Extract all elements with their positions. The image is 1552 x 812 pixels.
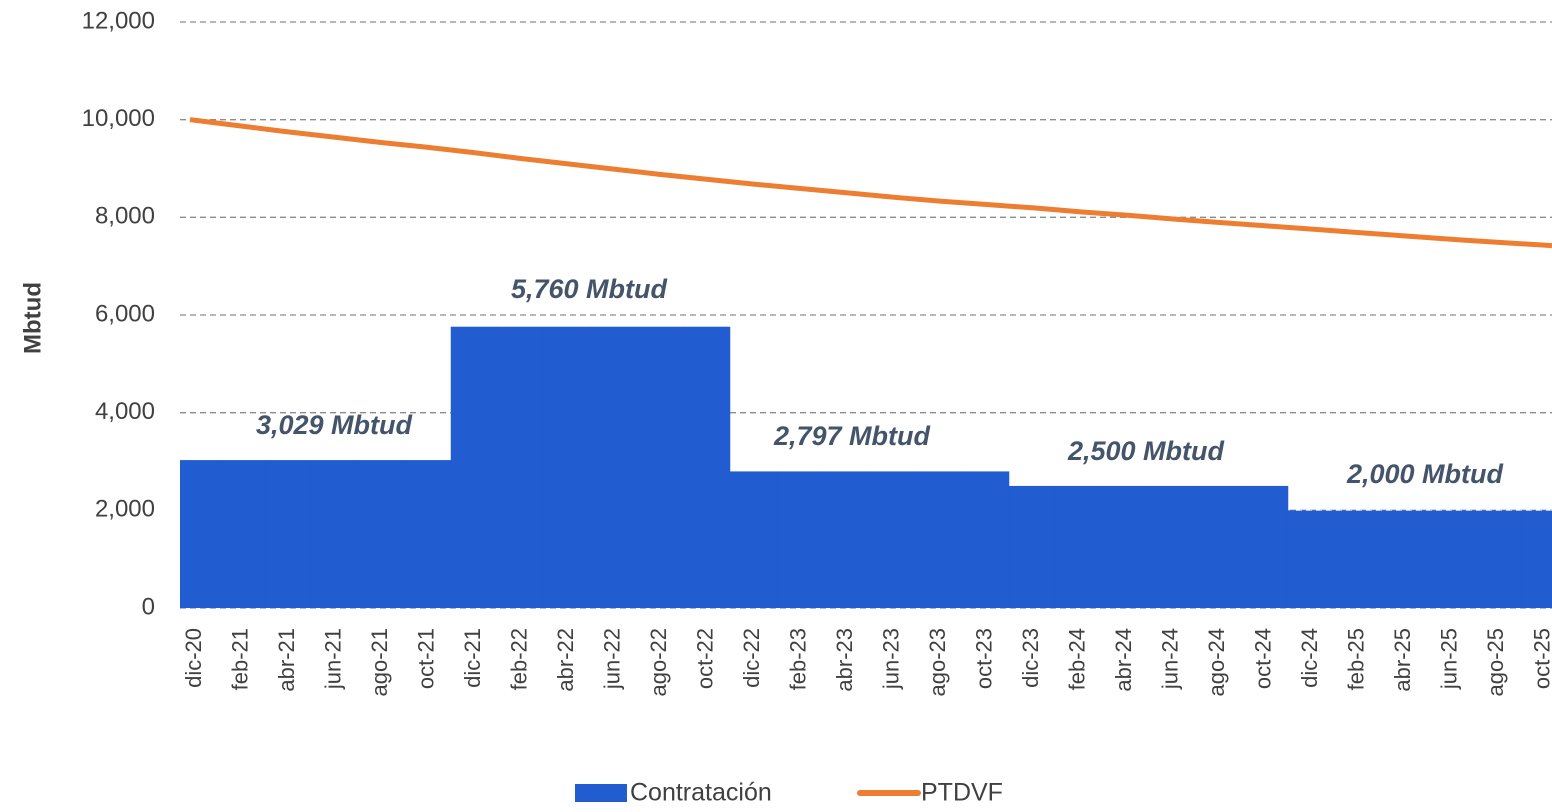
data-label: 2,500 Mbtud: [1067, 436, 1225, 466]
y-tick-label: 12,000: [82, 7, 155, 34]
bar: [1520, 510, 1552, 608]
bar: [776, 471, 824, 608]
x-tick-label: dic-24: [1297, 628, 1322, 688]
y-tick-label: 8,000: [95, 203, 155, 230]
bar: [962, 471, 1010, 608]
bar: [1427, 510, 1475, 608]
x-tick-label: abr-23: [832, 628, 857, 692]
bar: [1055, 485, 1103, 608]
bar: [180, 460, 219, 608]
bar: [450, 326, 498, 608]
bar: [590, 326, 638, 608]
x-tick-label: ago-24: [1204, 628, 1229, 697]
x-tick-label: feb-22: [506, 628, 531, 690]
x-tick-label: jun-25: [1436, 628, 1461, 690]
bar: [357, 460, 405, 608]
x-tick-label: feb-25: [1343, 628, 1368, 690]
x-tick-label: abr-22: [553, 628, 578, 692]
data-label: 5,760 Mbtud: [511, 274, 668, 304]
bar: [1008, 485, 1056, 608]
x-tick-label: ago-21: [367, 628, 392, 697]
x-tick-label: ago-23: [925, 628, 950, 697]
y-tick-label: 6,000: [95, 300, 155, 327]
x-tick-label: oct-22: [692, 628, 717, 689]
bar: [1473, 510, 1521, 608]
x-tick-label: oct-23: [971, 628, 996, 689]
legend-swatch: [575, 784, 627, 802]
bar: [1194, 485, 1242, 608]
x-tick-label: abr-21: [274, 628, 299, 692]
y-tick-label: 10,000: [82, 105, 155, 132]
bar: [683, 326, 731, 608]
bar: [218, 460, 266, 608]
x-tick-label: jun-24: [1157, 628, 1182, 690]
x-tick-label: feb-24: [1064, 628, 1089, 690]
data-label: 3,029 Mbtud: [256, 410, 413, 440]
bar: [404, 460, 452, 608]
data-label: 2,000 Mbtud: [1346, 459, 1504, 489]
legend-label: PTDVF: [921, 779, 1003, 807]
bar: [311, 460, 359, 608]
bar: [636, 326, 684, 608]
x-tick-label: dic-21: [460, 628, 485, 688]
x-tick-label: dic-23: [1018, 628, 1043, 688]
x-tick-label: ago-22: [646, 628, 671, 697]
x-tick-label: jun-23: [878, 628, 903, 690]
x-tick-label: abr-25: [1390, 628, 1415, 692]
x-tick-label: ago-25: [1483, 628, 1508, 697]
bar: [264, 460, 312, 608]
x-tick-label: jun-22: [599, 628, 624, 690]
x-tick-label: oct-25: [1529, 628, 1552, 689]
data-label: 2,797 Mbtud: [773, 421, 931, 451]
bar: [1148, 485, 1196, 608]
bar: [1241, 485, 1289, 608]
legend-label: Contratación: [630, 779, 772, 807]
x-tick-label: oct-21: [413, 628, 438, 689]
bar: [497, 326, 545, 608]
bar: [822, 471, 870, 608]
x-tick-label: oct-24: [1250, 628, 1275, 689]
line: [189, 117, 1552, 249]
y-axis-label: Mbtud: [19, 282, 46, 354]
x-tick-label: abr-24: [1111, 628, 1136, 692]
y-tick-label: 0: [142, 593, 155, 620]
bar: [1334, 510, 1382, 608]
bar: [1287, 510, 1335, 608]
bar: [1380, 510, 1428, 608]
x-tick-label: jun-21: [320, 628, 345, 690]
x-tick-label: feb-23: [785, 628, 810, 690]
x-tick-label: dic-22: [739, 628, 764, 688]
bar: [1101, 485, 1149, 608]
bar: [543, 326, 591, 608]
bar: [729, 471, 777, 608]
y-tick-label: 2,000: [95, 496, 155, 523]
x-tick-label: feb-21: [227, 628, 252, 690]
bar: [869, 471, 917, 608]
y-tick-label: 4,000: [95, 398, 155, 425]
bar: [915, 471, 963, 608]
x-tick-label: dic-20: [181, 628, 206, 688]
